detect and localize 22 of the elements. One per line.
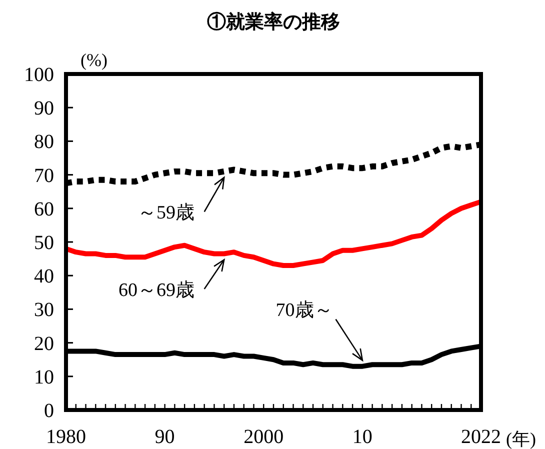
y-tick-label: 90 (34, 98, 54, 120)
y-axis-title: (%) (80, 50, 108, 70)
chart-title: ①就業率の推移 (207, 11, 340, 33)
y-tick-label: 20 (34, 332, 54, 355)
y-tick-label: 10 (34, 366, 54, 388)
x-tick-label: 2022 (461, 426, 501, 448)
x-axis-title: (年) (506, 429, 536, 449)
x-tick-label: 90 (154, 426, 175, 448)
y-tick-label: 40 (34, 266, 54, 288)
x-tick-label: 1980 (46, 426, 86, 448)
y-tick-label: 70 (34, 164, 54, 187)
x-tick-label: 2000 (244, 426, 284, 448)
y-tick-label: 100 (24, 64, 54, 86)
x-tick-label: 10 (352, 426, 372, 448)
y-tick-label: 80 (34, 131, 54, 154)
y-tick-label: 60 (34, 198, 54, 220)
y-tick-label: 0 (44, 400, 54, 422)
y-tick-label: 30 (34, 299, 54, 322)
series-label: 60～69歳 (118, 280, 194, 301)
text: 70歳～ (276, 300, 333, 321)
y-tick-label: 50 (34, 232, 54, 254)
series-label: ～59歳 (137, 202, 194, 224)
